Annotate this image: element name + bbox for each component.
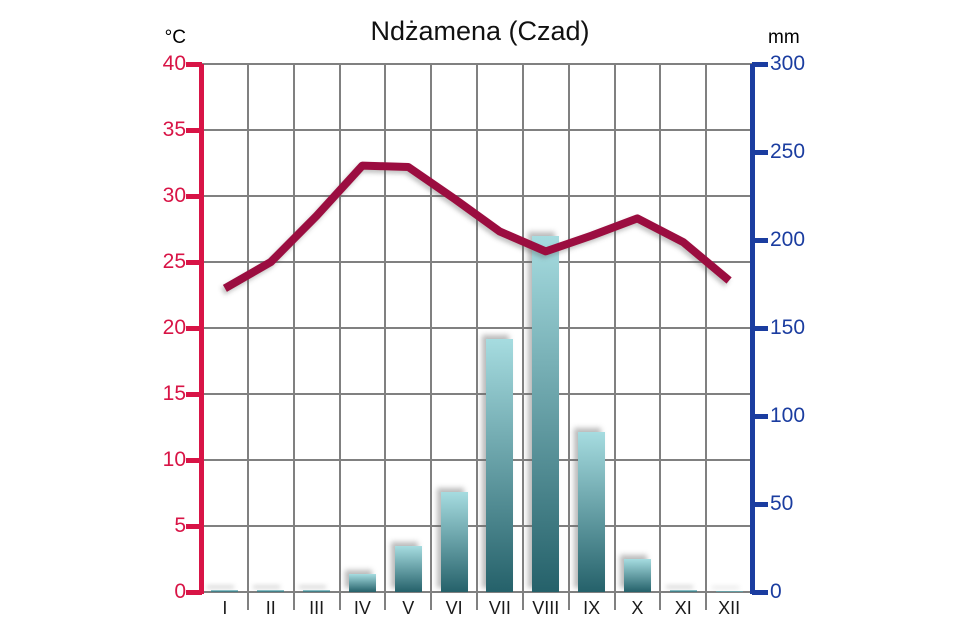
precipitation-axis-tick (752, 61, 768, 67)
precipitation-axis-tick-label: 100 (770, 404, 806, 427)
month-separator-gridline (292, 64, 295, 610)
precipitation-axis-tick (752, 237, 768, 243)
month-label: XII (718, 598, 741, 618)
precipitation-bar (623, 558, 651, 592)
temperature-axis-tick-label: 30 (162, 184, 186, 207)
month-separator-gridline (338, 64, 341, 610)
precipitation-axis-tick-label: 0 (770, 580, 782, 603)
month-label: VII (488, 598, 511, 618)
temperature-axis-tick (186, 61, 202, 67)
precipitation-axis-tick (752, 325, 768, 331)
month-label: IX (583, 598, 601, 618)
temperature-axis-tick-label: 40 (162, 52, 186, 75)
temperature-axis-tick (186, 193, 202, 199)
temperature-axis-tick (186, 523, 202, 529)
month-separator-gridline (384, 64, 387, 610)
precipitation-axis-tick (752, 149, 768, 155)
temperature-axis-tick-label: 35 (162, 118, 186, 141)
month-separator-gridline (476, 64, 478, 610)
precipitation-bar (715, 591, 743, 592)
month-separator-gridline (613, 64, 616, 610)
month-label: IV (353, 598, 371, 618)
temperature-axis-tick (186, 457, 202, 463)
month-separator-gridline (246, 64, 249, 610)
precipitation-bar (578, 431, 606, 592)
month-label: VI (445, 598, 463, 618)
month-separator-gridline (567, 64, 570, 610)
temperature-axis-tick-label: 5 (174, 514, 186, 537)
precipitation-axis-tick-label: 300 (770, 52, 806, 75)
precipitation-bar (486, 338, 514, 592)
precipitation-bar (211, 590, 239, 592)
month-label: I (222, 598, 228, 618)
month-separator-gridline (659, 64, 662, 610)
precipitation-bar (440, 491, 468, 592)
left-axis-unit-label: °C (164, 27, 186, 48)
month-label: III (309, 598, 325, 618)
precipitation-bar (303, 590, 331, 592)
precipitation-bar (394, 546, 422, 592)
precipitation-axis-tick-label: 250 (770, 140, 806, 163)
month-label: II (265, 598, 276, 618)
precipitation-bar (532, 236, 560, 592)
precipitation-axis-tick (752, 413, 768, 419)
month-label: X (631, 598, 644, 618)
temperature-axis-tick-label: 15 (162, 382, 186, 405)
precipitation-axis-tick (752, 501, 768, 507)
right-axis-unit-label: mm (768, 27, 800, 48)
precipitation-axis-tick-label: 150 (770, 316, 806, 339)
temperature-axis-tick (186, 391, 202, 397)
month-separator-gridline (430, 64, 433, 610)
precipitation-axis-tick (752, 589, 768, 595)
temperature-axis-tick (186, 589, 202, 595)
temperature-axis-tick-label: 0 (174, 580, 186, 603)
precipitation-bar (669, 590, 697, 592)
temperature-axis-tick-label: 10 (162, 448, 186, 471)
temperature-axis-tick-label: 20 (162, 316, 186, 339)
precipitation-axis-tick-label: 50 (770, 492, 794, 515)
temperature-axis-tick (186, 259, 202, 265)
month-label: VIII (532, 598, 560, 618)
month-separator-gridline (705, 64, 708, 610)
temperature-axis-tick (186, 325, 202, 331)
precipitation-bar (348, 574, 376, 592)
chart-title: Ndżamena (Czad) (370, 16, 590, 46)
precipitation-axis-tick-label: 200 (770, 228, 806, 251)
month-label: V (402, 598, 415, 618)
temperature-axis-tick-label: 25 (162, 250, 186, 273)
month-label: XI (674, 598, 692, 618)
temperature-axis-tick (186, 127, 202, 133)
month-separator-gridline (521, 64, 524, 610)
precipitation-bar (257, 590, 285, 592)
